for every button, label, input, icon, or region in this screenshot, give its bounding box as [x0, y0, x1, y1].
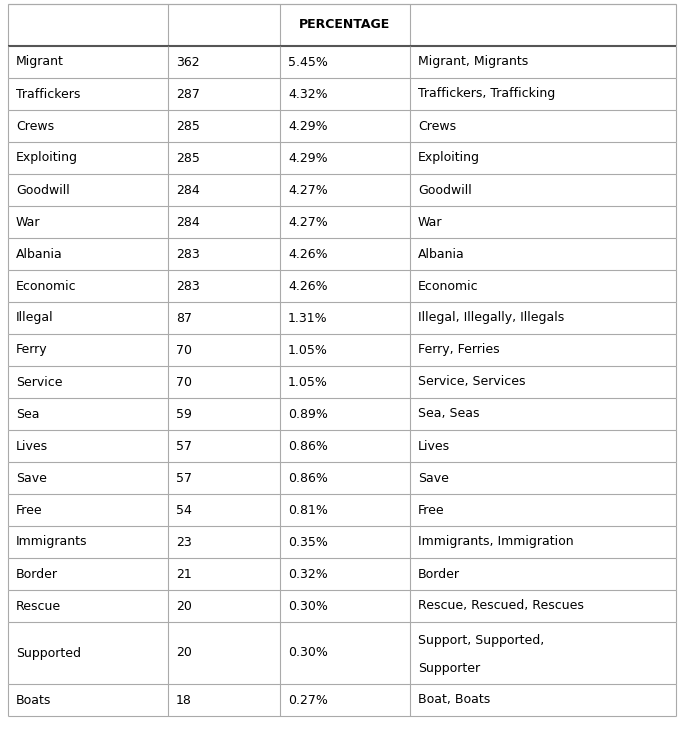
- Text: 287: 287: [176, 88, 200, 100]
- Text: Albania: Albania: [16, 248, 63, 260]
- Text: Illegal: Illegal: [16, 312, 53, 324]
- Text: Exploiting: Exploiting: [16, 152, 78, 164]
- Text: 285: 285: [176, 152, 200, 164]
- Text: 59: 59: [176, 408, 192, 420]
- Text: 285: 285: [176, 120, 200, 132]
- Text: Immigrants: Immigrants: [16, 536, 88, 548]
- Text: Supporter: Supporter: [418, 662, 480, 676]
- Text: 20: 20: [176, 647, 192, 659]
- Text: Save: Save: [418, 472, 449, 484]
- Text: Illegal, Illegally, Illegals: Illegal, Illegally, Illegals: [418, 312, 564, 324]
- Text: 0.32%: 0.32%: [288, 568, 328, 580]
- Text: 0.86%: 0.86%: [288, 440, 328, 452]
- Text: Save: Save: [16, 472, 47, 484]
- Text: Sea, Seas: Sea, Seas: [418, 408, 479, 420]
- Text: 284: 284: [176, 216, 200, 228]
- Text: Migrant: Migrant: [16, 56, 64, 68]
- Text: Lives: Lives: [418, 440, 450, 452]
- Text: 4.27%: 4.27%: [288, 216, 328, 228]
- Text: Migrant, Migrants: Migrant, Migrants: [418, 56, 528, 68]
- Text: 18: 18: [176, 693, 192, 707]
- Text: Sea: Sea: [16, 408, 40, 420]
- Text: Support, Supported,: Support, Supported,: [418, 634, 544, 647]
- Text: 87: 87: [176, 312, 192, 324]
- Text: Free: Free: [418, 504, 445, 516]
- Text: 57: 57: [176, 440, 192, 452]
- Text: 4.29%: 4.29%: [288, 120, 328, 132]
- Text: 1.05%: 1.05%: [288, 344, 328, 356]
- Text: PERCENTAGE: PERCENTAGE: [300, 19, 391, 31]
- Text: 70: 70: [176, 376, 192, 388]
- Text: 283: 283: [176, 280, 200, 292]
- Text: Service, Services: Service, Services: [418, 376, 525, 388]
- Text: 0.30%: 0.30%: [288, 647, 328, 659]
- Text: Economic: Economic: [418, 280, 479, 292]
- Text: Crews: Crews: [418, 120, 456, 132]
- Text: Service: Service: [16, 376, 62, 388]
- Text: 4.26%: 4.26%: [288, 248, 328, 260]
- Text: Free: Free: [16, 504, 42, 516]
- Text: Traffickers: Traffickers: [16, 88, 81, 100]
- Text: 1.05%: 1.05%: [288, 376, 328, 388]
- Text: Rescue: Rescue: [16, 600, 61, 612]
- Text: 0.35%: 0.35%: [288, 536, 328, 548]
- Text: 70: 70: [176, 344, 192, 356]
- Text: 4.27%: 4.27%: [288, 184, 328, 196]
- Text: 0.81%: 0.81%: [288, 504, 328, 516]
- Text: War: War: [16, 216, 40, 228]
- Text: 0.30%: 0.30%: [288, 600, 328, 612]
- Text: War: War: [418, 216, 443, 228]
- Text: 283: 283: [176, 248, 200, 260]
- Text: Boats: Boats: [16, 693, 51, 707]
- Text: Economic: Economic: [16, 280, 77, 292]
- Text: Ferry: Ferry: [16, 344, 48, 356]
- Text: Albania: Albania: [418, 248, 464, 260]
- Text: 0.86%: 0.86%: [288, 472, 328, 484]
- Text: Rescue, Rescued, Rescues: Rescue, Rescued, Rescues: [418, 600, 584, 612]
- Text: Lives: Lives: [16, 440, 48, 452]
- Text: Goodwill: Goodwill: [16, 184, 70, 196]
- Text: 362: 362: [176, 56, 200, 68]
- Text: Supported: Supported: [16, 647, 81, 659]
- Text: Border: Border: [16, 568, 58, 580]
- Text: 4.26%: 4.26%: [288, 280, 328, 292]
- Text: 54: 54: [176, 504, 192, 516]
- Text: Crews: Crews: [16, 120, 54, 132]
- Text: 0.27%: 0.27%: [288, 693, 328, 707]
- Text: 284: 284: [176, 184, 200, 196]
- Text: Border: Border: [418, 568, 460, 580]
- Text: Ferry, Ferries: Ferry, Ferries: [418, 344, 499, 356]
- Text: 4.32%: 4.32%: [288, 88, 328, 100]
- Text: Goodwill: Goodwill: [418, 184, 472, 196]
- Text: 4.29%: 4.29%: [288, 152, 328, 164]
- Text: 21: 21: [176, 568, 192, 580]
- Text: 20: 20: [176, 600, 192, 612]
- Text: 1.31%: 1.31%: [288, 312, 328, 324]
- Text: 0.89%: 0.89%: [288, 408, 328, 420]
- Text: 57: 57: [176, 472, 192, 484]
- Text: Traffickers, Trafficking: Traffickers, Trafficking: [418, 88, 555, 100]
- Text: Boat, Boats: Boat, Boats: [418, 693, 490, 707]
- Text: 23: 23: [176, 536, 192, 548]
- Text: 5.45%: 5.45%: [288, 56, 328, 68]
- Text: Exploiting: Exploiting: [418, 152, 480, 164]
- Text: Immigrants, Immigration: Immigrants, Immigration: [418, 536, 574, 548]
